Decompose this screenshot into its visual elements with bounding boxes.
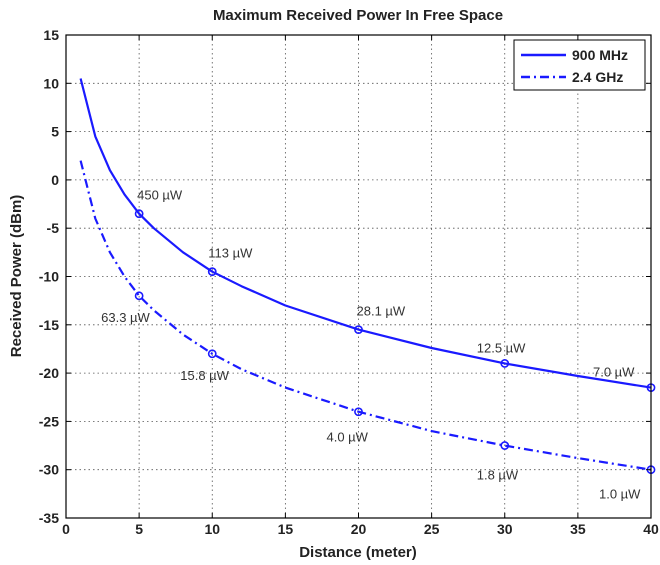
y-tick-label: -5 bbox=[47, 220, 60, 236]
y-tick-label: -10 bbox=[39, 269, 59, 285]
y-tick-label: -15 bbox=[39, 317, 59, 333]
y-axis-label: Received Power (dBm) bbox=[8, 195, 25, 358]
x-axis-label: Distance (meter) bbox=[299, 544, 417, 561]
x-tick-label: 20 bbox=[351, 521, 367, 537]
data-label: 450 µW bbox=[137, 188, 183, 203]
y-tick-label: -20 bbox=[39, 365, 59, 381]
data-label: 12.5 µW bbox=[477, 340, 526, 355]
grid bbox=[66, 35, 651, 518]
data-label: 1.8 µW bbox=[477, 468, 519, 483]
data-label: 1.0 µW bbox=[599, 487, 641, 502]
data-point-marker bbox=[354, 325, 363, 335]
y-tick-label: 0 bbox=[51, 172, 59, 188]
y-tick-label: 15 bbox=[43, 27, 59, 43]
series-layer bbox=[79, 78, 656, 475]
series-line-0 bbox=[79, 78, 652, 389]
data-label: 63.3 µW bbox=[101, 310, 150, 325]
legend-label-900mhz: 900 MHz bbox=[572, 47, 628, 63]
data-label: 28.1 µW bbox=[357, 304, 406, 319]
y-tick-label: 10 bbox=[43, 75, 59, 91]
legend: 900 MHz 2.4 GHz bbox=[513, 39, 646, 91]
data-label: 7.0 µW bbox=[593, 365, 635, 380]
series-line-1 bbox=[79, 160, 652, 471]
data-point-marker bbox=[354, 407, 363, 417]
x-tick-label: 25 bbox=[424, 521, 440, 537]
y-tick-label: -25 bbox=[39, 413, 59, 429]
data-label: 15.8 µW bbox=[180, 368, 229, 383]
x-tick-label: 35 bbox=[570, 521, 586, 537]
data-label: 113 µW bbox=[208, 246, 253, 261]
annotation-layer: 450 µW 113 µW 28.1 µW 12.5 µW 7.0 µW 63.3 µW 1… bbox=[101, 188, 641, 502]
x-tick-label: 0 bbox=[62, 521, 70, 537]
y-axis-ticks: 15 10 5 0 -5 -10 -15 -20 -25 -30 -35 bbox=[39, 27, 651, 526]
x-tick-label: 5 bbox=[135, 521, 143, 537]
y-tick-label: 5 bbox=[51, 124, 59, 140]
data-point-marker bbox=[134, 209, 144, 219]
legend-label-2-4ghz: 2.4 GHz bbox=[572, 69, 623, 85]
data-label: 4.0 µW bbox=[327, 430, 369, 445]
chart-title: Maximum Received Power In Free Space bbox=[213, 7, 503, 24]
data-point-marker bbox=[134, 291, 144, 301]
y-tick-label: -35 bbox=[39, 510, 59, 526]
data-point-marker bbox=[207, 267, 217, 277]
data-point-marker bbox=[207, 349, 217, 359]
data-point-marker bbox=[500, 441, 510, 450]
x-tick-label: 40 bbox=[643, 521, 659, 537]
data-point-marker bbox=[500, 359, 510, 368]
x-axis-ticks: 0 5 10 15 20 25 30 35 40 bbox=[62, 35, 659, 537]
legend-box bbox=[513, 39, 646, 91]
x-tick-label: 30 bbox=[497, 521, 513, 537]
x-tick-label: 15 bbox=[278, 521, 294, 537]
x-tick-label: 10 bbox=[204, 521, 220, 537]
y-tick-label: -30 bbox=[39, 462, 59, 478]
